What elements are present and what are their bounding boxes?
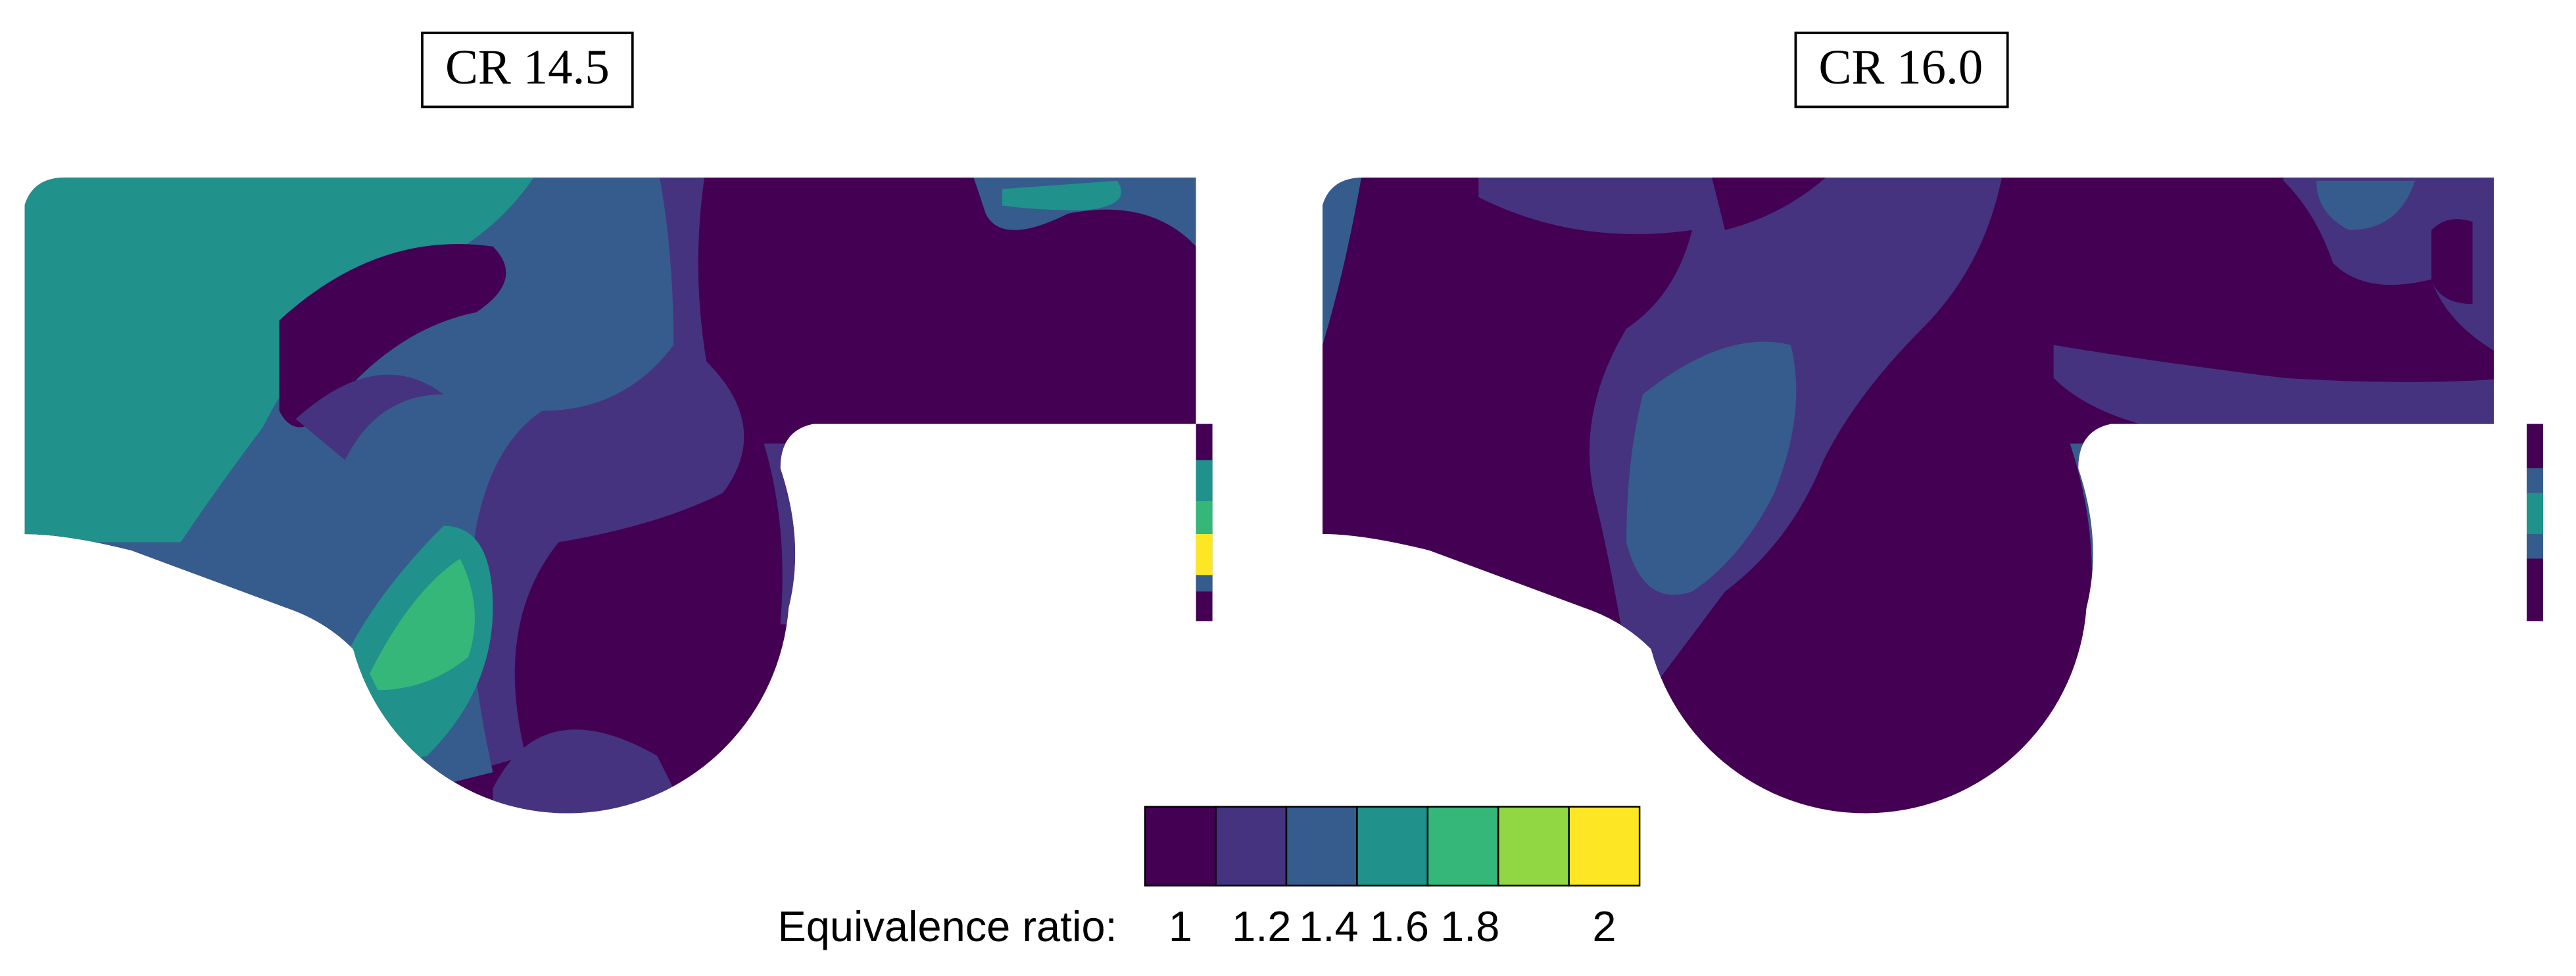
colorbar-swatch bbox=[1285, 806, 1358, 887]
colorbar-tick-label: 1.6 bbox=[1370, 902, 1429, 950]
contour-plot bbox=[1322, 177, 2494, 814]
colorbar-swatch bbox=[1144, 806, 1217, 887]
panel-right: CR 16.0 bbox=[1322, 32, 2544, 814]
colorbar-swatch bbox=[1426, 806, 1499, 887]
colorbar-swatch bbox=[1568, 806, 1641, 887]
colorbar-tick-label: 1 bbox=[1169, 902, 1192, 950]
colorbar-swatch bbox=[1356, 806, 1429, 887]
panel-title: CR 14.5 bbox=[445, 40, 610, 95]
panel-title: CR 16.0 bbox=[1818, 40, 1983, 95]
colorbar-swatch bbox=[1497, 806, 1570, 887]
colorbar-label: Equivalence ratio: bbox=[777, 902, 1117, 950]
colorbar-tick-label: 1.4 bbox=[1299, 902, 1358, 950]
colorbar-tick-label: 2 bbox=[1592, 902, 1616, 950]
contour-plot bbox=[24, 177, 1196, 814]
panel-left: CR 14.5 bbox=[24, 32, 1213, 814]
title-box bbox=[1794, 32, 2009, 109]
colorbar-tick-label: 1.2 bbox=[1232, 902, 1291, 950]
colorbar-swatch bbox=[1215, 806, 1288, 887]
colorbar: Equivalence ratio: 1 1.2 1.4 1.6 1.8 2 bbox=[777, 806, 1641, 950]
title-box bbox=[421, 32, 634, 109]
colorbar-tick-label: 1.8 bbox=[1440, 902, 1499, 950]
